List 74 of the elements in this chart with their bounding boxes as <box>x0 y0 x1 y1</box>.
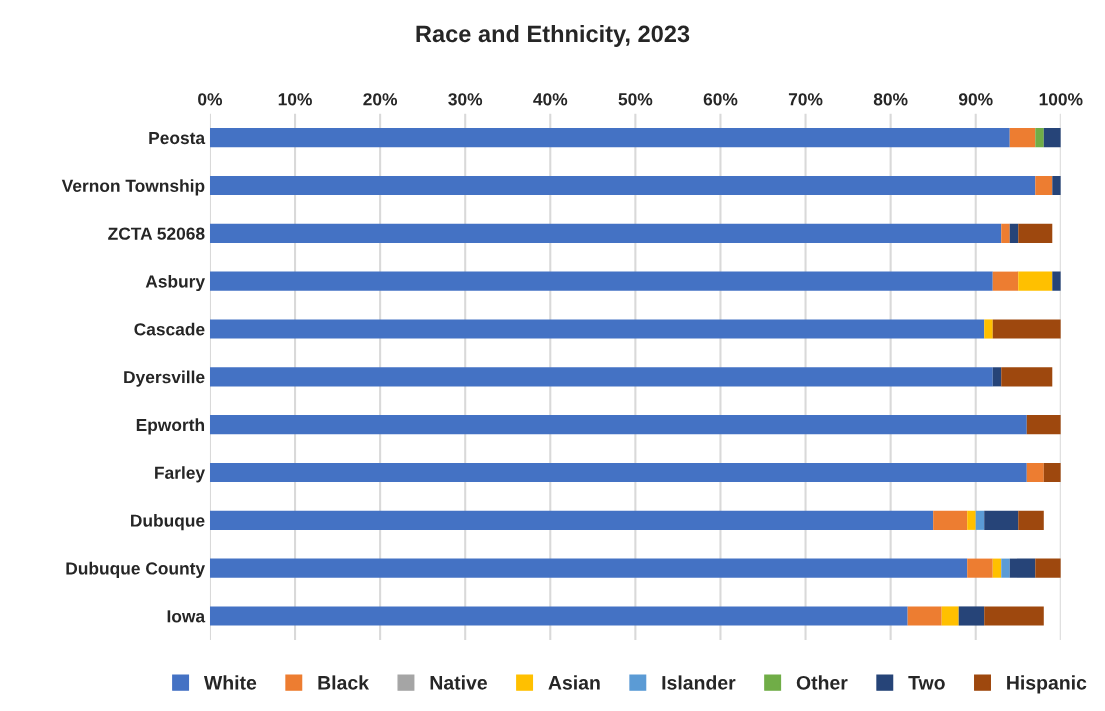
bar <box>209 510 934 530</box>
bar <box>984 606 1044 626</box>
bar <box>1001 367 1053 387</box>
bar <box>209 271 993 291</box>
legend-label: White <box>203 675 257 690</box>
bar <box>1026 462 1044 483</box>
x-tick-label: 60% <box>703 93 738 106</box>
bar <box>984 510 1019 530</box>
bar <box>209 462 1027 483</box>
legend-label: Other <box>796 675 848 690</box>
bar <box>907 606 942 626</box>
bar <box>975 510 985 530</box>
x-tick-label: 20% <box>363 93 398 106</box>
y-tick-label: Cascade <box>134 322 205 336</box>
bar <box>1052 271 1061 291</box>
y-tick-label: ZCTA 52068 <box>108 227 205 240</box>
y-tick-label: Asbury <box>145 274 205 292</box>
y-tick-label: Dubuque <box>131 514 205 531</box>
bar <box>1018 510 1044 530</box>
legend-label: Hispanic <box>1007 675 1087 694</box>
x-tick-label: 10% <box>278 93 312 106</box>
bar <box>992 558 1002 578</box>
x-tick-label: 0% <box>198 93 223 106</box>
bar <box>1018 271 1053 291</box>
legend-label: Islander <box>662 675 736 690</box>
bar <box>1035 558 1061 578</box>
x-tick-label: 50% <box>618 93 653 106</box>
bar <box>1001 223 1010 243</box>
bar <box>209 367 993 387</box>
y-tick-label: Dubuque County <box>66 561 206 579</box>
x-tick-label: 30% <box>448 93 483 106</box>
x-tick-label: 90% <box>958 93 993 106</box>
bar <box>1009 558 1036 578</box>
bar <box>984 319 993 339</box>
x-tick-label: 80% <box>873 93 908 106</box>
bar <box>209 223 1002 243</box>
bar <box>1043 462 1061 483</box>
x-tick-label: 40% <box>533 93 568 106</box>
bar <box>1009 223 1019 243</box>
bar <box>992 271 1019 291</box>
bar <box>992 367 1002 387</box>
bar <box>1009 128 1036 148</box>
y-tick-label: Epworth <box>136 418 205 435</box>
bar <box>1052 175 1061 196</box>
x-tick-label: 100% <box>1039 93 1083 106</box>
bar <box>1001 558 1010 578</box>
bar <box>1026 415 1061 435</box>
y-tick-label: Dyersville <box>124 370 205 387</box>
y-tick-label: Farley <box>155 466 205 483</box>
bar <box>209 128 1010 148</box>
bar <box>209 606 908 626</box>
bar <box>933 510 968 530</box>
y-tick-label: Vernon Township <box>61 179 205 196</box>
chart-title: Race and Ethnicity, 2023 <box>416 24 690 47</box>
bar <box>967 558 993 578</box>
legend-label: Native <box>430 675 487 690</box>
bar <box>209 319 985 339</box>
bar <box>1035 175 1053 196</box>
bar <box>1043 128 1061 148</box>
bar <box>209 558 968 578</box>
bar <box>958 606 985 626</box>
y-tick-label: Peosta <box>149 132 206 145</box>
legend-label: Black <box>318 675 370 690</box>
bar <box>209 415 1027 435</box>
bar <box>209 175 1036 196</box>
legend-label: Two <box>908 676 945 690</box>
bar <box>1035 128 1044 148</box>
y-tick-label: Iowa <box>167 610 206 623</box>
bar <box>941 606 959 626</box>
x-tick-label: 70% <box>788 93 823 106</box>
legend-label: Asian <box>548 675 600 690</box>
bar <box>992 319 1061 339</box>
bar <box>1018 223 1053 243</box>
bar <box>967 510 976 530</box>
